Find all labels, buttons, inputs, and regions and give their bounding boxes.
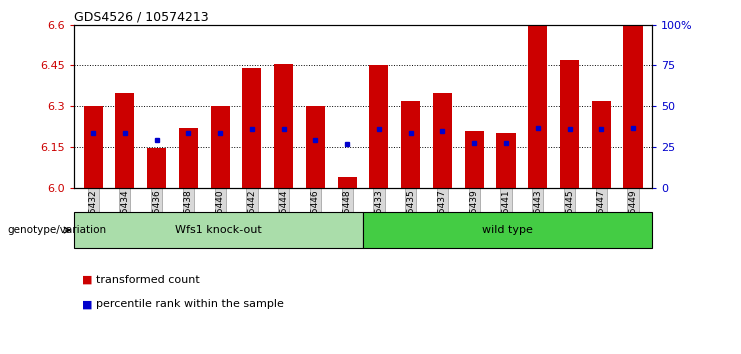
Text: transformed count: transformed count [96,275,200,285]
Text: ■: ■ [82,275,92,285]
Text: ■: ■ [82,299,92,309]
Bar [116,93,134,188]
Text: genotype/variation: genotype/variation [7,225,107,235]
Bar [363,212,652,248]
Bar [210,106,230,188]
Bar [338,177,356,188]
Bar [433,93,452,188]
Bar [496,133,516,188]
Bar [74,212,363,248]
Bar [84,106,103,188]
Bar [528,25,548,188]
Bar [560,60,579,188]
Bar [274,64,293,188]
Bar [592,101,611,188]
Text: GDS4526 / 10574213: GDS4526 / 10574213 [74,11,209,24]
Bar [465,131,484,188]
Bar [147,148,166,188]
Bar [370,65,388,188]
Bar [306,106,325,188]
Text: wild type: wild type [482,225,533,235]
Text: Wfs1 knock-out: Wfs1 knock-out [175,225,262,235]
Bar [401,101,420,188]
Bar [623,25,642,188]
Bar [242,68,262,188]
Bar [179,128,198,188]
Text: percentile rank within the sample: percentile rank within the sample [96,299,285,309]
